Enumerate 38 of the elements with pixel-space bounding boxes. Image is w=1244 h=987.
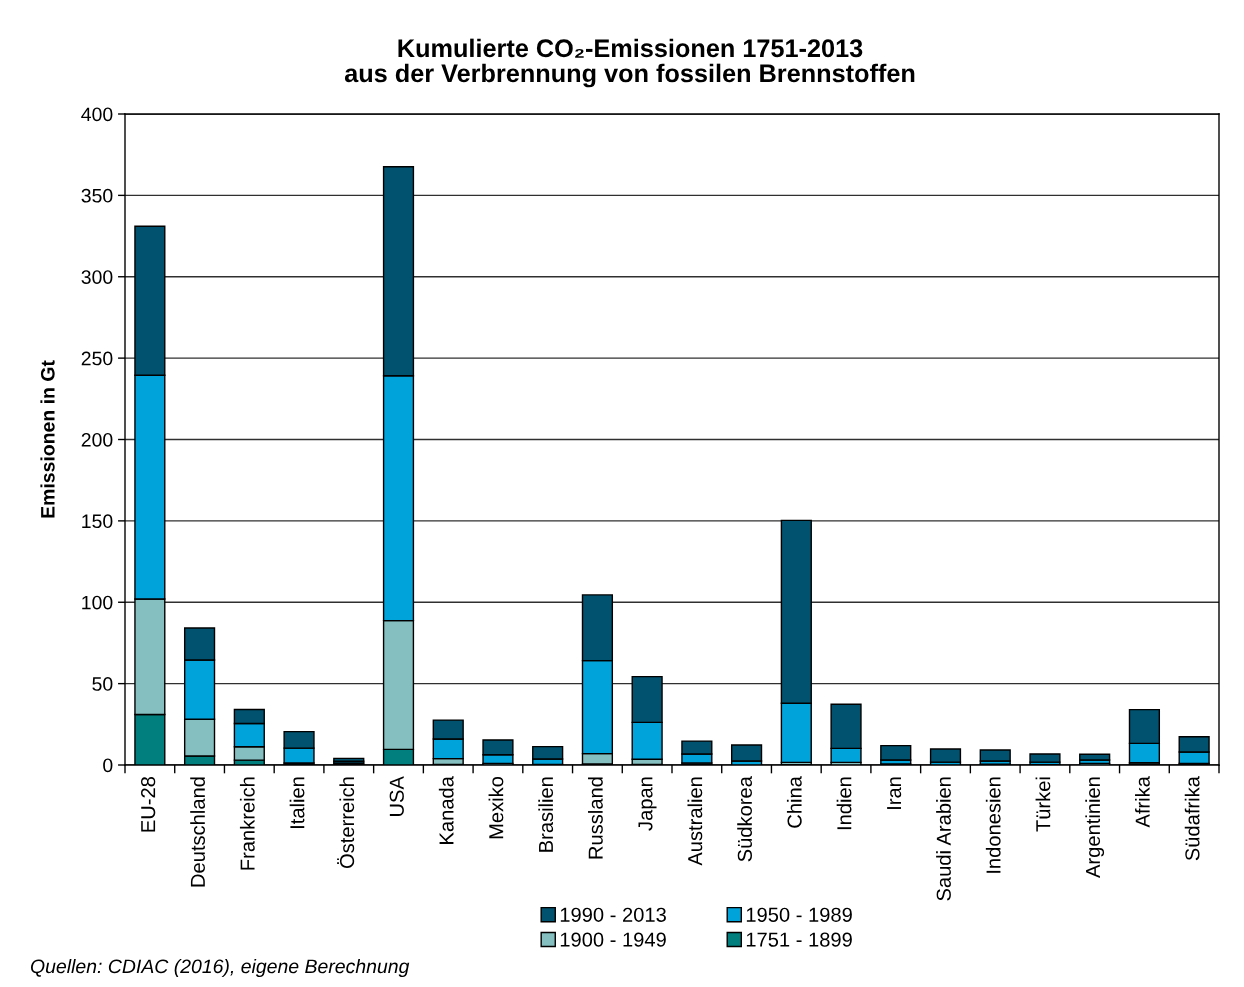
x-tick-label: Afrika xyxy=(1135,776,1150,828)
y-tick-label: 50 xyxy=(92,677,113,691)
x-tick-label: Mexiko xyxy=(488,776,504,839)
y-tick-label: 300 xyxy=(81,270,113,284)
x-tick-label: Russland xyxy=(588,777,603,859)
x-tick-label: Italien xyxy=(289,777,305,828)
x-tick-label: Iran xyxy=(887,777,902,809)
x-tick-label: Türkei xyxy=(1035,777,1051,832)
x-tick-label: Brasilien xyxy=(538,777,554,852)
y-tick-label: 0 xyxy=(103,758,113,773)
x-tick-label: Indien xyxy=(836,777,852,830)
x-tick-label: Japan xyxy=(638,777,657,831)
x-tick-label: EU-28 xyxy=(141,776,156,832)
legend-label: 1900 - 1949 xyxy=(560,932,666,947)
x-tick-label: Indonesien xyxy=(985,777,1001,873)
source-note: Quellen: CDIAC (2016), eigene Berechnung xyxy=(30,958,410,978)
y-tick-label: 350 xyxy=(81,188,113,203)
x-tick-label: Deutschland xyxy=(190,777,205,887)
x-tick-label: Argentinien xyxy=(1085,777,1105,878)
y-tick-label: 200 xyxy=(81,432,113,447)
y-tick-label: 250 xyxy=(81,351,113,366)
x-tick-label: China xyxy=(786,776,802,828)
x-tick-label: Südafrika xyxy=(1184,776,1200,861)
legend-label: 1950 - 1989 xyxy=(746,907,852,922)
y-tick-label: 400 xyxy=(81,107,113,122)
x-tick-label: Saudi Arabien xyxy=(936,777,951,901)
x-tick-label: USA xyxy=(389,776,404,816)
x-tick-label: Österreich xyxy=(337,777,355,869)
legend-label: 1751 - 1899 xyxy=(746,932,852,947)
chart-title: Kumulierte CO₂-Emissionen 1751-2013 aus der Verbrennung von fossilen Brennstoffen xyxy=(344,38,915,88)
legend-label: 1990 - 2013 xyxy=(560,907,666,922)
x-tick-label: Australien xyxy=(687,777,703,866)
y-axis-title: Emissionen in Gt xyxy=(40,360,55,518)
y-tick-label: 150 xyxy=(82,514,113,529)
x-tick-label: Kanada xyxy=(438,776,454,844)
y-tick-label: 100 xyxy=(82,595,113,610)
x-tick-label: Südkorea xyxy=(737,776,752,862)
x-tick-label: Frankreich xyxy=(239,777,255,870)
